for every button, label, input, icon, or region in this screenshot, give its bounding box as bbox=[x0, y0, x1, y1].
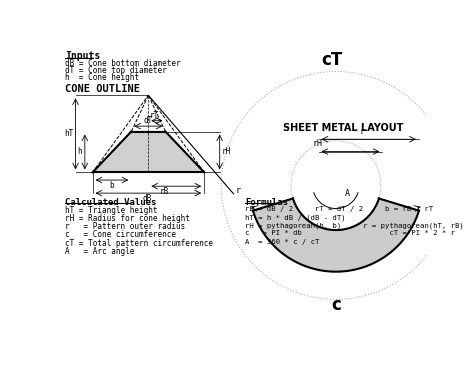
Text: cT: cT bbox=[321, 51, 343, 69]
Text: Inputs: Inputs bbox=[65, 52, 100, 62]
Text: cT = Total pattern circumference: cT = Total pattern circumference bbox=[65, 239, 213, 247]
Text: b: b bbox=[109, 181, 114, 190]
Text: rH: rH bbox=[313, 139, 323, 148]
Text: rH = pythagorean(h, b)     r = pythagorean(hT, rB): rH = pythagorean(h, b) r = pythagorean(h… bbox=[245, 222, 464, 229]
Text: h  = Cone height: h = Cone height bbox=[65, 73, 139, 82]
Text: hT: hT bbox=[64, 129, 74, 138]
Polygon shape bbox=[253, 198, 419, 272]
Text: c   = PI * db                    cT = PI * 2 * r: c = PI * db cT = PI * 2 * r bbox=[245, 230, 455, 236]
Text: rT: rT bbox=[150, 111, 159, 120]
Text: hT = Triangle height: hT = Triangle height bbox=[65, 206, 158, 215]
Text: dT = Cone top diameter: dT = Cone top diameter bbox=[65, 66, 167, 75]
Text: SHEET METAL LAYOUT: SHEET METAL LAYOUT bbox=[283, 123, 404, 133]
Text: r   = Pattern outer radius: r = Pattern outer radius bbox=[65, 222, 186, 232]
Text: h: h bbox=[77, 147, 82, 157]
Polygon shape bbox=[92, 132, 204, 173]
Text: CONE OUTLINE: CONE OUTLINE bbox=[65, 84, 140, 94]
Text: rB = dB / 2     rT = dT / 2     b = rB - rT: rB = dB / 2 rT = dT / 2 b = rB - rT bbox=[245, 206, 433, 212]
Text: c   = Cone circumference: c = Cone circumference bbox=[65, 230, 176, 239]
Text: Calculated Values: Calculated Values bbox=[65, 198, 157, 207]
Text: dT: dT bbox=[144, 116, 153, 125]
Text: rH = Radius for cone height: rH = Radius for cone height bbox=[65, 214, 191, 223]
Text: A: A bbox=[345, 188, 350, 198]
Text: dB = Cone bottom diameter: dB = Cone bottom diameter bbox=[65, 59, 181, 68]
Text: Formulas: Formulas bbox=[245, 198, 288, 207]
Text: rB: rB bbox=[160, 187, 169, 196]
Text: dB: dB bbox=[142, 194, 151, 203]
Text: A   = Arc angle: A = Arc angle bbox=[65, 247, 135, 256]
Text: c: c bbox=[331, 296, 341, 313]
Text: r: r bbox=[359, 127, 364, 136]
Text: A  = 360 * c / cT: A = 360 * c / cT bbox=[245, 239, 319, 244]
Text: hT = h * dB / (dB - dT): hT = h * dB / (dB - dT) bbox=[245, 214, 346, 221]
Text: r: r bbox=[235, 186, 240, 195]
Text: rH: rH bbox=[221, 147, 230, 157]
